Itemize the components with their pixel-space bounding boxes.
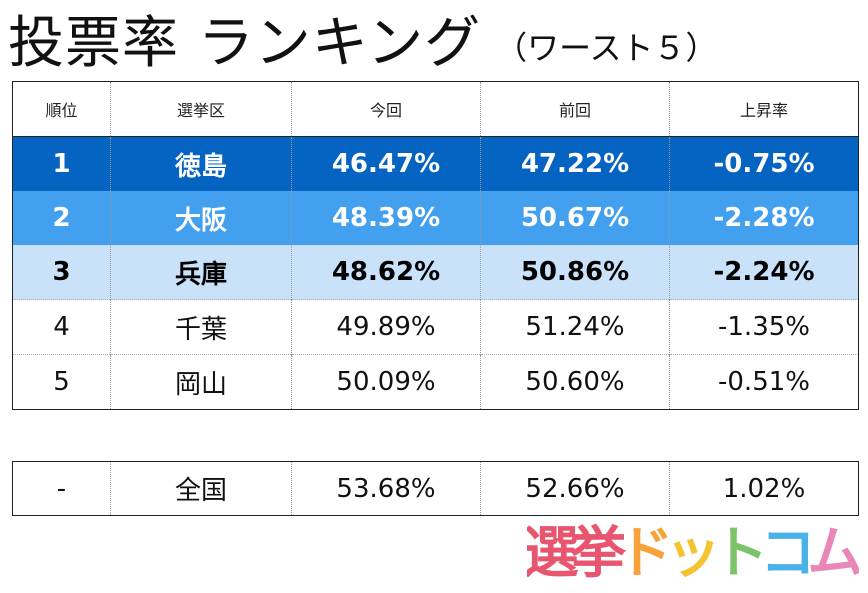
table-row: 5 岡山 50.09% 50.60% -0.51% <box>12 354 859 410</box>
change-cell: 1.02% <box>669 461 859 516</box>
header-district: 選挙区 <box>110 81 292 137</box>
rank-cell: 3 <box>12 245 111 300</box>
national-row: - 全国 53.68% 52.66% 1.02% <box>13 461 859 516</box>
district-cell: 全国 <box>110 461 292 516</box>
previous-cell: 47.22% <box>480 136 670 191</box>
table-row: 4 千葉 49.89% 51.24% -1.35% <box>12 299 859 355</box>
change-cell: -1.35% <box>669 299 859 355</box>
change-cell: -0.51% <box>669 354 859 410</box>
previous-cell: 52.66% <box>480 461 670 516</box>
rank-cell: 2 <box>12 191 111 245</box>
district-cell: 兵庫 <box>110 245 292 300</box>
logo-glyph: 挙 <box>569 521 627 586</box>
change-cell: -2.28% <box>669 191 859 245</box>
table-row: 1 徳島 46.47% 47.22% -0.75% <box>12 136 859 191</box>
table-row: 2 大阪 48.39% 50.67% -2.28% <box>12 191 859 245</box>
district-cell: 徳島 <box>110 136 292 191</box>
current-cell: 50.09% <box>291 354 481 410</box>
current-cell: 48.39% <box>291 191 481 245</box>
current-cell: 46.47% <box>291 136 481 191</box>
previous-cell: 50.86% <box>480 245 670 300</box>
header-previous: 前回 <box>480 81 670 137</box>
current-cell: 53.68% <box>291 461 481 516</box>
page-title-sub: （ワースト５） <box>495 29 718 67</box>
logo-glyph: コ <box>760 521 816 586</box>
table-header-row: 順位 選挙区 今回 前回 上昇率 <box>12 81 859 137</box>
logo-glyph: ム <box>807 521 859 586</box>
district-cell: 大阪 <box>110 191 292 245</box>
header-current: 今回 <box>291 81 481 137</box>
district-cell: 岡山 <box>110 354 292 410</box>
page-title-main: 投票率 ランキング <box>8 11 482 76</box>
rank-cell: - <box>56 473 67 504</box>
logo-glyph: ド <box>618 521 674 586</box>
rank-cell: 1 <box>12 136 111 191</box>
previous-cell: 50.60% <box>480 354 670 410</box>
district-cell: 千葉 <box>110 299 292 355</box>
rank-cell: 4 <box>12 299 111 355</box>
table-row: 3 兵庫 48.62% 50.86% -2.24% <box>12 245 859 300</box>
header-rank: 順位 <box>12 81 111 137</box>
change-cell: -0.75% <box>669 136 859 191</box>
logo-glyph: 選 <box>527 521 579 586</box>
change-cell: -2.24% <box>669 245 859 300</box>
previous-cell: 51.24% <box>480 299 670 355</box>
header-change: 上昇率 <box>669 81 859 137</box>
current-cell: 48.62% <box>291 245 481 300</box>
previous-cell: 50.67% <box>480 191 670 245</box>
logo-glyph: ッ <box>665 521 721 586</box>
national-table: - 全国 53.68% 52.66% 1.02% <box>12 461 859 516</box>
rank-cell: 5 <box>12 354 111 410</box>
logo-glyph: ト <box>712 521 768 586</box>
current-cell: 49.89% <box>291 299 481 355</box>
ranking-table: 順位 選挙区 今回 前回 上昇率 1 徳島 46.47% 47.22% -0.7… <box>12 81 859 410</box>
page-title: 投票率 ランキング （ワースト５） <box>8 6 718 76</box>
